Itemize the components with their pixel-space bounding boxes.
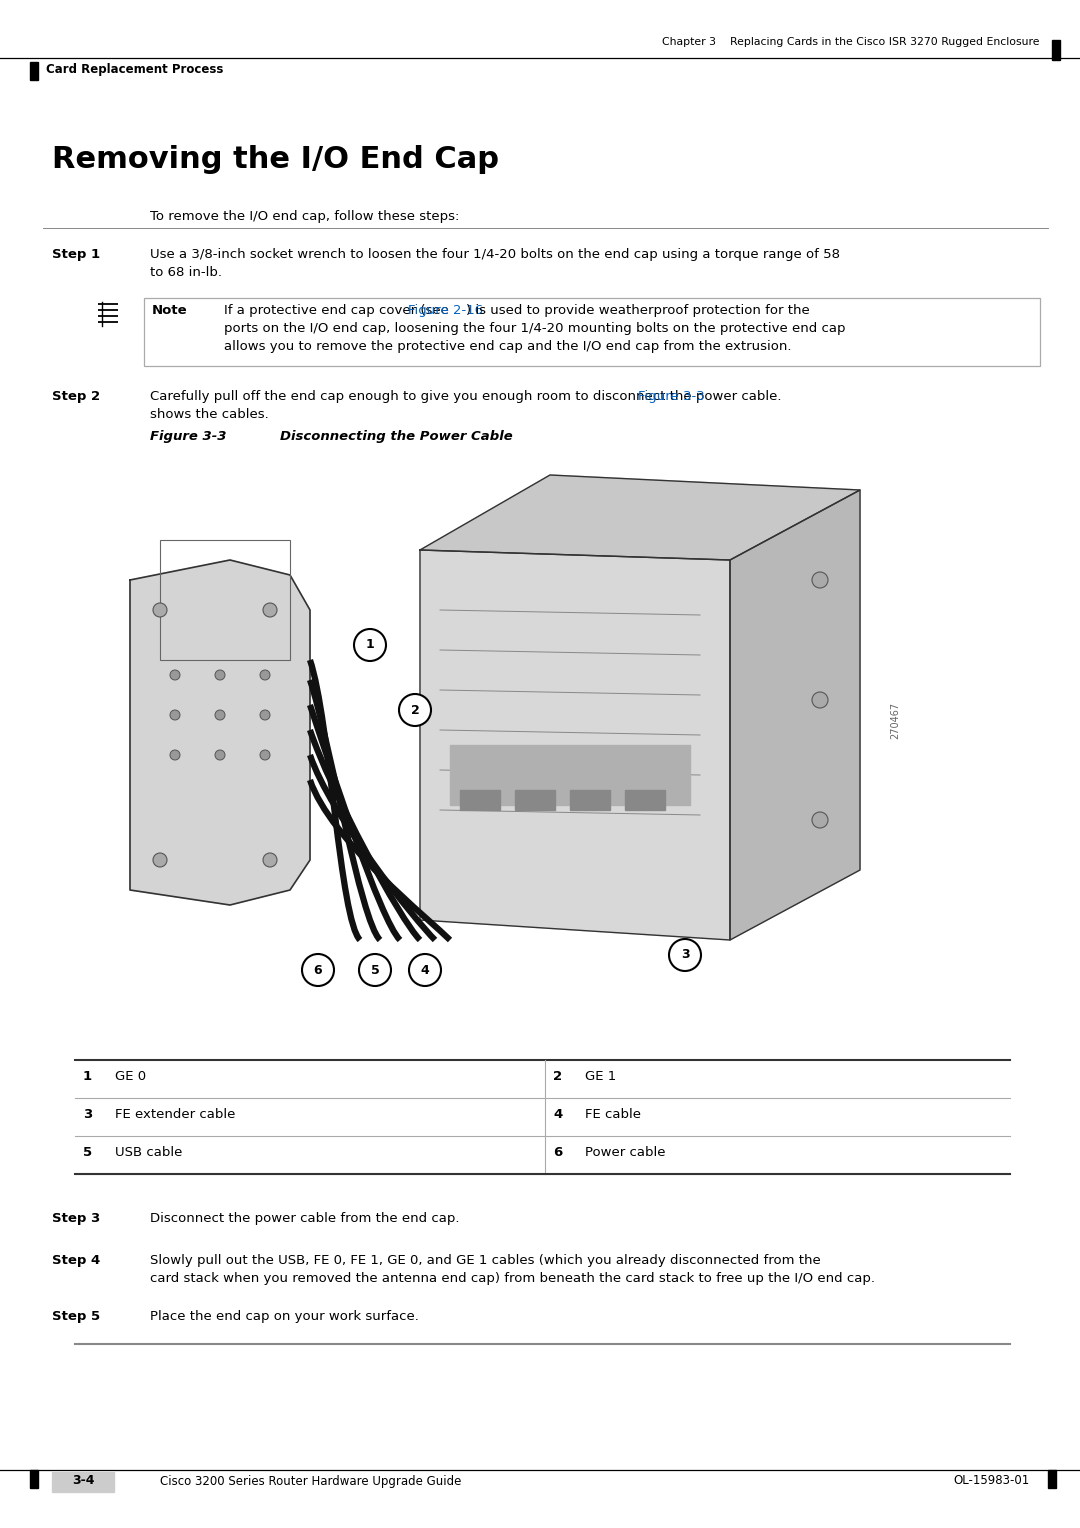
Text: Step 4: Step 4	[52, 1254, 100, 1267]
Text: 6: 6	[553, 1146, 563, 1160]
Text: Carefully pull off the end cap enough to give you enough room to disconnect the : Carefully pull off the end cap enough to…	[150, 390, 786, 403]
Text: 2: 2	[553, 1070, 562, 1083]
Circle shape	[812, 571, 828, 588]
Text: Note: Note	[152, 304, 188, 316]
Text: GE 0: GE 0	[114, 1070, 146, 1083]
Text: 1: 1	[366, 639, 375, 651]
Circle shape	[260, 669, 270, 680]
Text: 3-4: 3-4	[71, 1475, 94, 1487]
Text: Place the end cap on your work surface.: Place the end cap on your work surface.	[150, 1309, 419, 1323]
Text: shows the cables.: shows the cables.	[150, 408, 269, 422]
Circle shape	[354, 630, 386, 662]
Text: allows you to remove the protective end cap and the I/O end cap from the extrusi: allows you to remove the protective end …	[224, 341, 792, 353]
Bar	[160, 539, 291, 660]
Circle shape	[264, 604, 276, 617]
Circle shape	[153, 853, 167, 866]
Text: If a protective end cap cover (see: If a protective end cap cover (see	[224, 304, 454, 316]
Bar	[570, 790, 610, 810]
Text: FE extender cable: FE extender cable	[114, 1108, 235, 1122]
Text: 5: 5	[370, 964, 379, 976]
Polygon shape	[730, 490, 860, 940]
Circle shape	[170, 669, 180, 680]
Circle shape	[260, 711, 270, 720]
Text: card stack when you removed the antenna end cap) from beneath the card stack to : card stack when you removed the antenna …	[150, 1271, 875, 1285]
Bar	[1052, 40, 1059, 60]
Circle shape	[812, 692, 828, 707]
Circle shape	[215, 750, 225, 759]
Circle shape	[669, 940, 701, 970]
Circle shape	[264, 853, 276, 866]
Text: ports on the I/O end cap, loosening the four 1/4-20 mounting bolts on the protec: ports on the I/O end cap, loosening the …	[224, 322, 846, 335]
Text: 270467: 270467	[890, 701, 900, 738]
Text: GE 1: GE 1	[585, 1070, 617, 1083]
Polygon shape	[420, 550, 730, 940]
Text: Chapter 3    Replacing Cards in the Cisco ISR 3270 Rugged Enclosure: Chapter 3 Replacing Cards in the Cisco I…	[662, 37, 1040, 47]
Text: Figure 3-3: Figure 3-3	[638, 390, 705, 403]
Text: 2: 2	[410, 703, 419, 717]
Text: Step 2: Step 2	[52, 390, 100, 403]
Text: Disconnect the power cable from the end cap.: Disconnect the power cable from the end …	[150, 1212, 459, 1225]
Text: Disconnecting the Power Cable: Disconnecting the Power Cable	[280, 429, 513, 443]
Text: 1: 1	[83, 1070, 92, 1083]
Text: Cisco 3200 Series Router Hardware Upgrade Guide: Cisco 3200 Series Router Hardware Upgrad…	[160, 1475, 461, 1487]
Text: to 68 in-lb.: to 68 in-lb.	[150, 266, 222, 280]
Circle shape	[812, 811, 828, 828]
Circle shape	[215, 669, 225, 680]
Text: ) is used to provide weatherproof protection for the: ) is used to provide weatherproof protec…	[465, 304, 809, 316]
Text: Step 5: Step 5	[52, 1309, 100, 1323]
Circle shape	[170, 750, 180, 759]
Text: 4: 4	[420, 964, 430, 976]
Circle shape	[302, 953, 334, 986]
Circle shape	[260, 750, 270, 759]
Bar	[30, 63, 38, 79]
Text: Card Replacement Process: Card Replacement Process	[46, 64, 224, 76]
Text: 3: 3	[83, 1108, 92, 1122]
Polygon shape	[130, 559, 310, 905]
Text: Removing the I/O End Cap: Removing the I/O End Cap	[52, 145, 499, 174]
Text: 5: 5	[83, 1146, 92, 1160]
Text: 3: 3	[680, 949, 689, 961]
Circle shape	[153, 604, 167, 617]
Bar	[144, 298, 1040, 367]
Circle shape	[359, 953, 391, 986]
Text: OL-15983-01: OL-15983-01	[954, 1475, 1030, 1487]
Text: 6: 6	[313, 964, 322, 976]
Text: To remove the I/O end cap, follow these steps:: To remove the I/O end cap, follow these …	[150, 209, 459, 223]
Text: Figure 2-16: Figure 2-16	[408, 304, 483, 316]
Bar	[515, 790, 555, 810]
Circle shape	[399, 694, 431, 726]
Text: Figure 3-3: Figure 3-3	[150, 429, 227, 443]
Bar	[52, 1471, 114, 1491]
Bar	[460, 790, 500, 810]
Circle shape	[170, 711, 180, 720]
Text: USB cable: USB cable	[114, 1146, 183, 1160]
Text: Step 3: Step 3	[52, 1212, 100, 1225]
Circle shape	[215, 711, 225, 720]
Polygon shape	[420, 475, 860, 559]
Bar	[450, 746, 690, 805]
Bar	[30, 1470, 38, 1488]
Bar	[1048, 1470, 1056, 1488]
Bar	[625, 790, 665, 810]
Text: Step 1: Step 1	[52, 248, 100, 261]
Circle shape	[409, 953, 441, 986]
Text: FE cable: FE cable	[585, 1108, 642, 1122]
Text: Use a 3/8-inch socket wrench to loosen the four 1/4-20 bolts on the end cap usin: Use a 3/8-inch socket wrench to loosen t…	[150, 248, 840, 261]
Text: Slowly pull out the USB, FE 0, FE 1, GE 0, and GE 1 cables (which you already di: Slowly pull out the USB, FE 0, FE 1, GE …	[150, 1254, 821, 1267]
Text: Power cable: Power cable	[585, 1146, 665, 1160]
Text: 4: 4	[553, 1108, 563, 1122]
